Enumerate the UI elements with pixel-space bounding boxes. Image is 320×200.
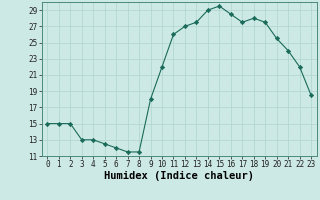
X-axis label: Humidex (Indice chaleur): Humidex (Indice chaleur): [104, 171, 254, 181]
